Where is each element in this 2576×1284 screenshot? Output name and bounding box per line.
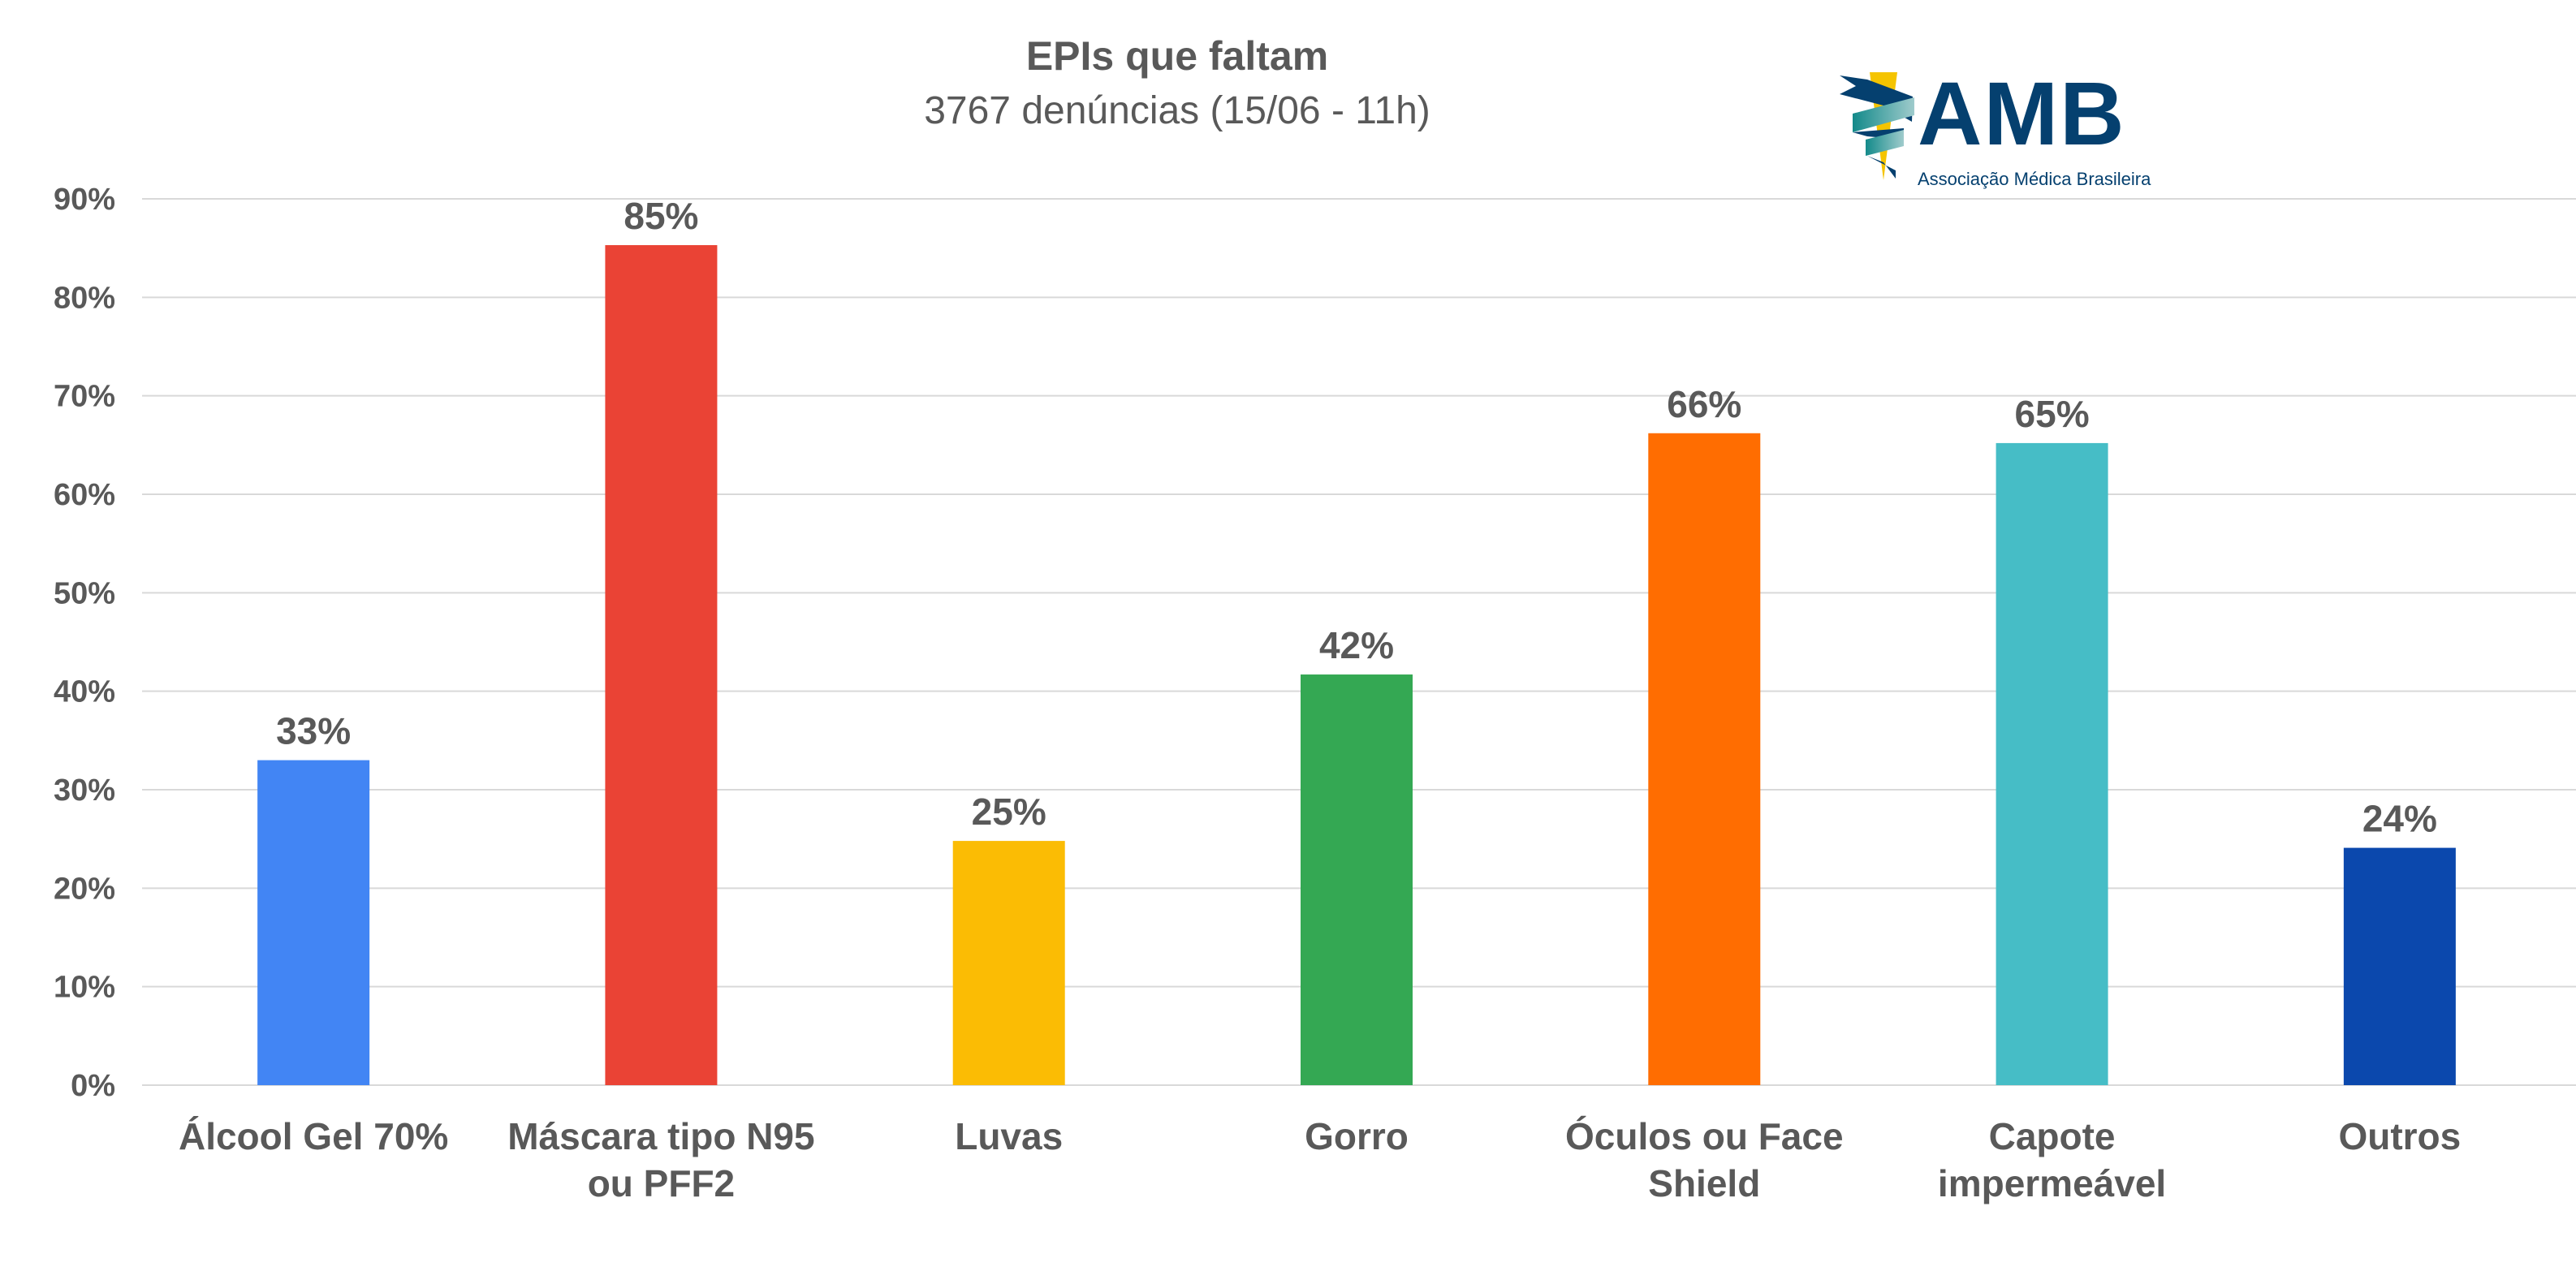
y-tick-label: 70% bbox=[54, 380, 115, 414]
logo-ribbon-1 bbox=[1853, 97, 1914, 132]
y-axis-ticks: 0% 10% 20% 30% 40% 50% 60% 70% 80% 90% bbox=[54, 183, 115, 1103]
y-tick-label: 0% bbox=[71, 1069, 115, 1103]
data-label: 66% bbox=[1667, 383, 1741, 425]
chart-subtitle: 3767 denúncias (15/06 - 11h) bbox=[924, 89, 1430, 132]
logo-tagline: Associação Médica Brasileira bbox=[1918, 169, 2151, 189]
logo-ribbon-2 bbox=[1866, 130, 1904, 156]
bar bbox=[1648, 433, 1761, 1085]
category-label: Álcool Gel 70% bbox=[179, 1115, 448, 1157]
bar bbox=[2343, 847, 2456, 1085]
bar bbox=[605, 245, 718, 1086]
y-tick-label: 80% bbox=[54, 281, 115, 315]
data-labels: 33% 85% 25% 42% 66% 65% 24% bbox=[276, 195, 2437, 840]
category-label: Capote bbox=[1989, 1115, 2116, 1157]
data-label: 85% bbox=[624, 195, 698, 237]
bar bbox=[257, 760, 370, 1085]
data-label: 65% bbox=[2015, 393, 2090, 435]
bar bbox=[1301, 674, 1413, 1085]
category-label: ou PFF2 bbox=[588, 1162, 735, 1204]
category-label: Shield bbox=[1648, 1162, 1760, 1204]
data-label: 24% bbox=[2362, 798, 2437, 840]
bar bbox=[952, 841, 1065, 1085]
category-label: Luvas bbox=[955, 1115, 1063, 1157]
amb-logo: AMB Associação Médica Brasileira bbox=[1840, 64, 2151, 189]
y-tick-label: 10% bbox=[54, 971, 115, 1005]
y-tick-label: 60% bbox=[54, 478, 115, 512]
y-tick-label: 30% bbox=[54, 773, 115, 808]
category-labels: Álcool Gel 70% Máscara tipo N95 ou PFF2 Luv… bbox=[179, 1115, 2461, 1204]
data-label: 25% bbox=[972, 791, 1046, 833]
logo-wordmark: AMB bbox=[1918, 64, 2126, 164]
data-label: 33% bbox=[276, 710, 351, 752]
category-label: Gorro bbox=[1305, 1115, 1409, 1157]
category-label: Outros bbox=[2338, 1115, 2461, 1157]
chart-title: EPIs que faltam bbox=[1026, 33, 1328, 79]
bar bbox=[1996, 442, 2108, 1085]
category-label: Óculos ou Face bbox=[1565, 1115, 1844, 1157]
data-label: 42% bbox=[1319, 624, 1394, 666]
y-tick-label: 50% bbox=[54, 576, 115, 610]
category-label: impermeável bbox=[1938, 1162, 2166, 1204]
bars bbox=[257, 245, 2456, 1086]
y-tick-label: 90% bbox=[54, 183, 115, 217]
category-label: Máscara tipo N95 bbox=[507, 1115, 814, 1157]
y-tick-label: 20% bbox=[54, 872, 115, 906]
y-tick-label: 40% bbox=[54, 675, 115, 709]
